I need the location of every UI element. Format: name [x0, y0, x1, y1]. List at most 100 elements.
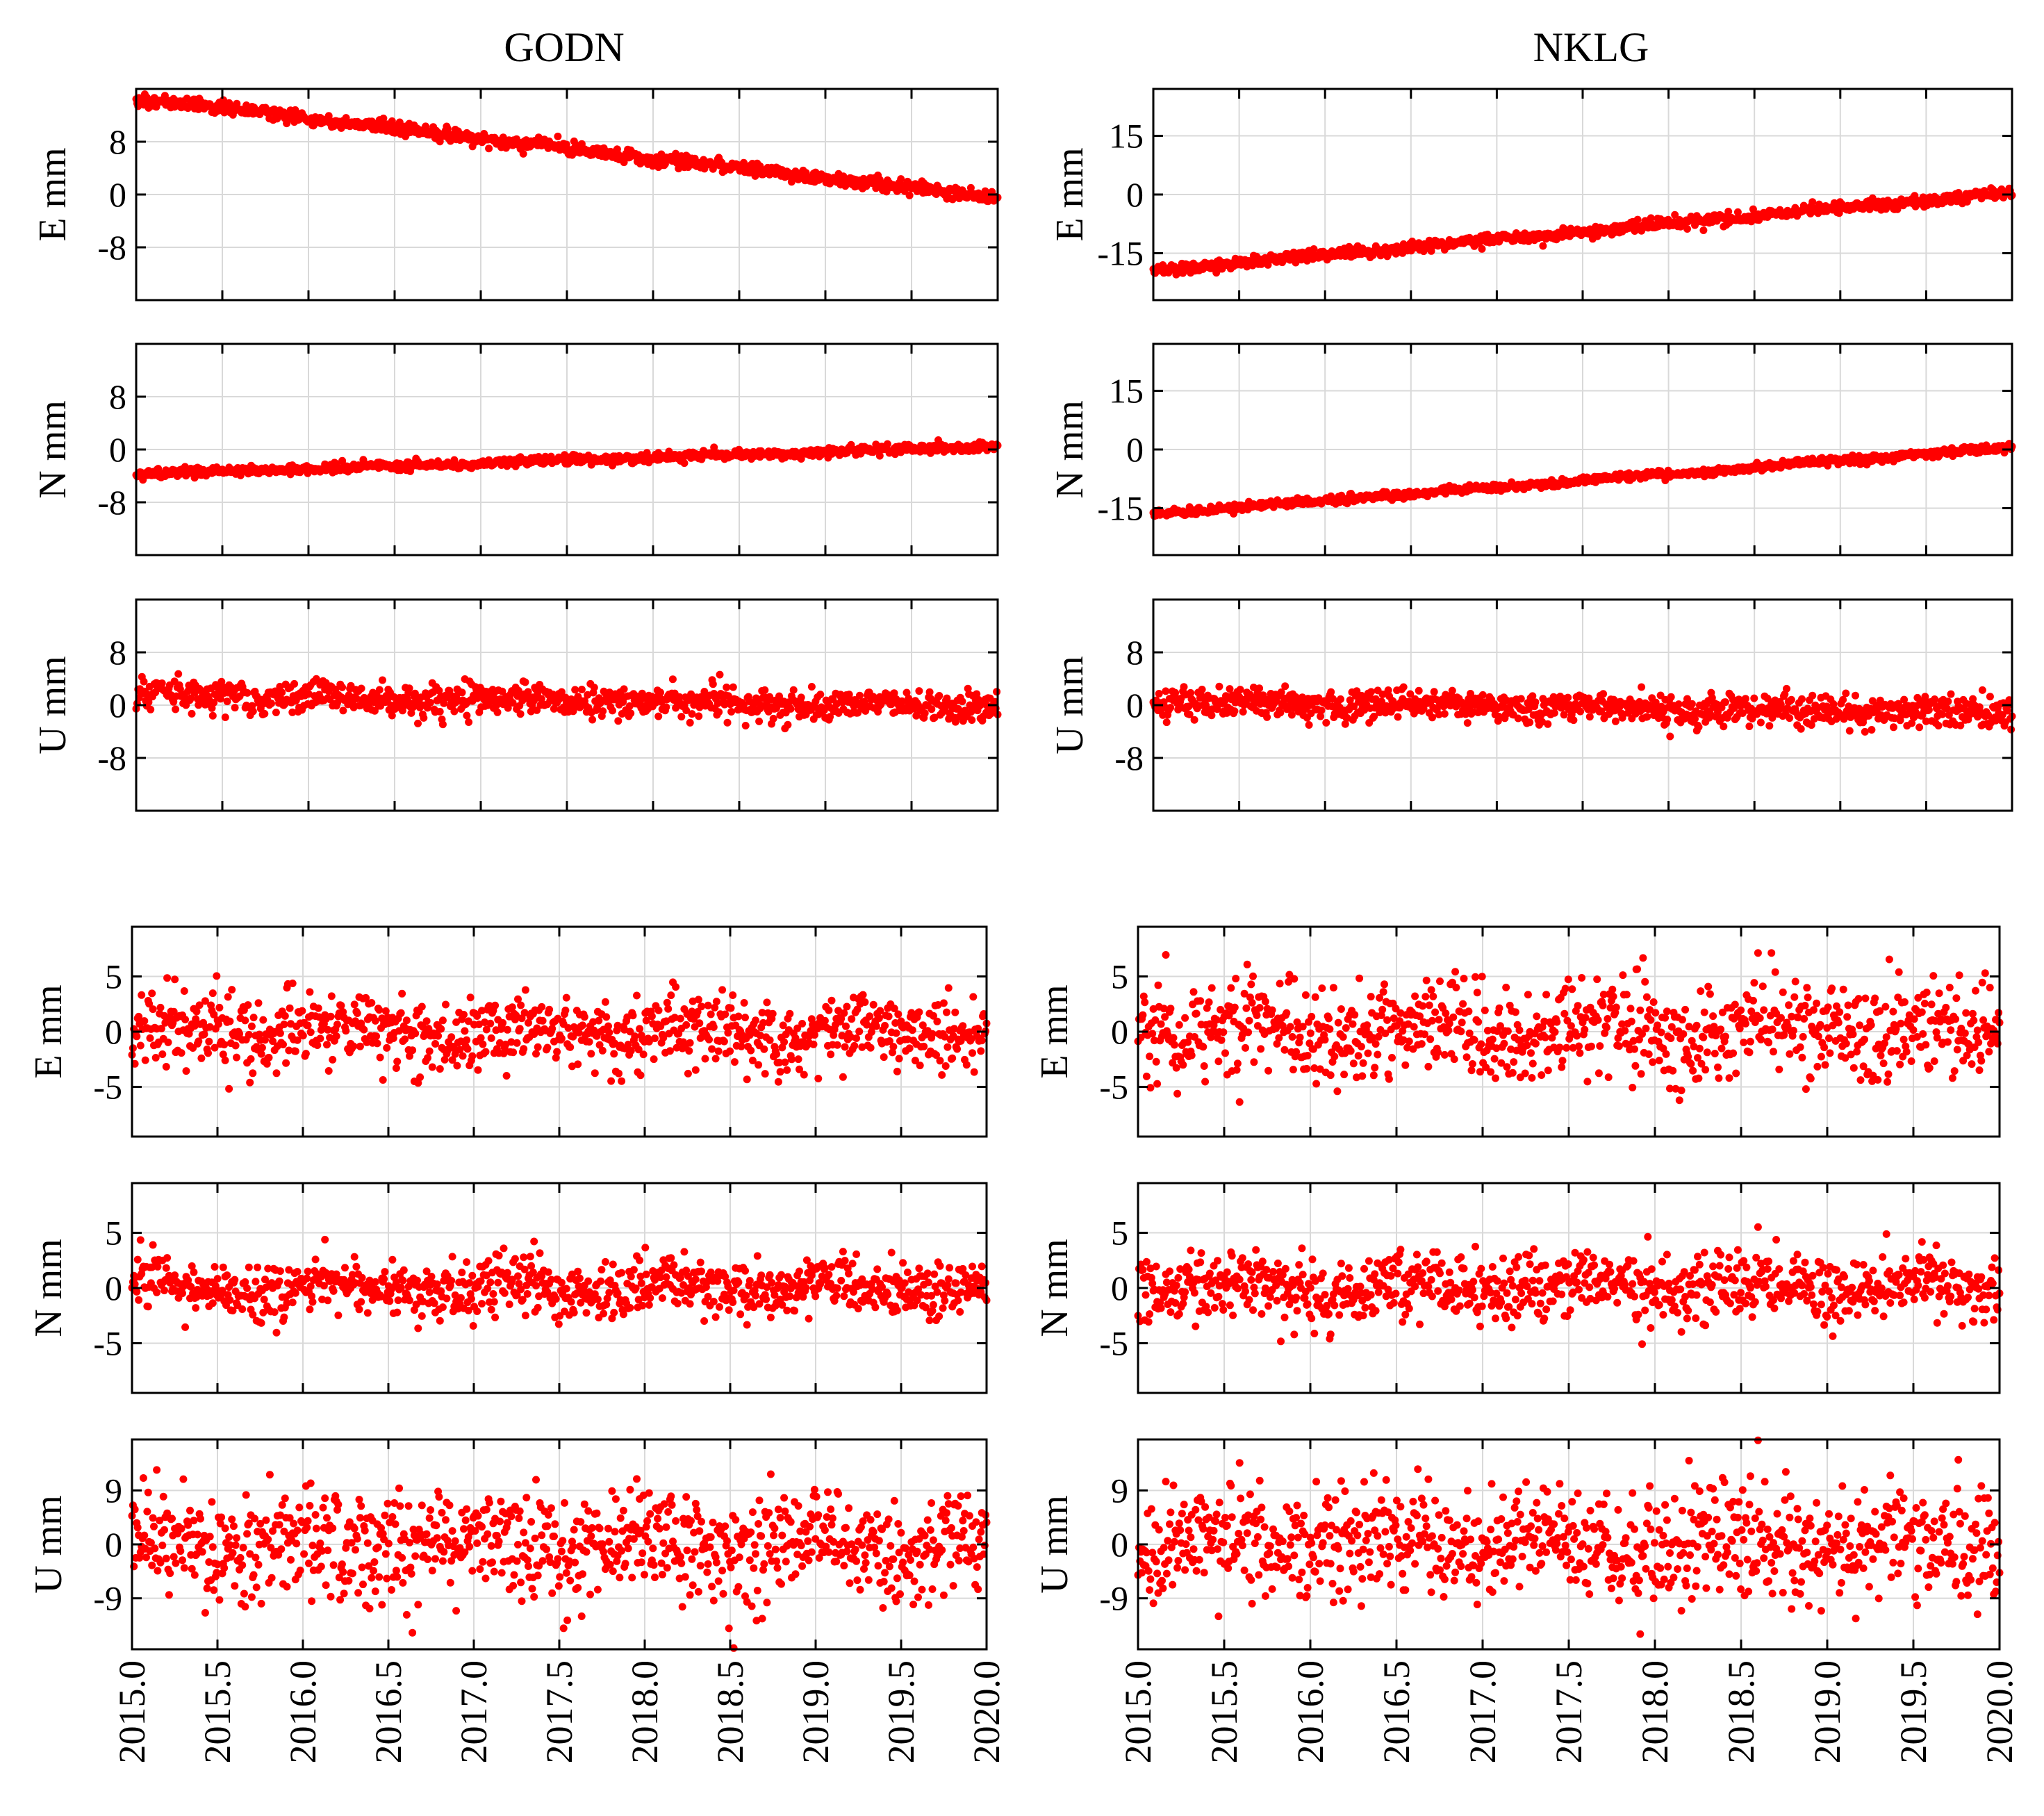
data-point — [769, 714, 777, 723]
data-point — [614, 717, 623, 725]
y-tick-label: -8 — [97, 738, 126, 777]
data-point — [357, 684, 365, 693]
panel-nklg-raw-e: 150-15E mm — [1048, 88, 2016, 302]
y-axis-label: U mm — [31, 656, 74, 754]
y-tick-label: 15 — [1109, 117, 1144, 156]
data-point — [609, 707, 616, 715]
data-point — [290, 679, 299, 688]
data-point — [883, 440, 891, 448]
data-point — [249, 707, 257, 716]
data-point — [715, 708, 723, 716]
y-tick-label: 0 — [109, 175, 126, 214]
data-point — [379, 676, 386, 684]
data-point — [405, 684, 413, 693]
data-point — [668, 675, 677, 684]
data-point — [554, 132, 562, 140]
data-point — [339, 707, 347, 715]
y-tick-label: 15 — [1109, 372, 1144, 411]
y-tick-label: 0 — [109, 430, 126, 469]
data-point — [729, 683, 737, 691]
data-point — [928, 705, 936, 713]
data-point — [172, 705, 180, 713]
data-point — [1699, 226, 1708, 234]
data-point — [443, 124, 452, 133]
panel-godn-raw-e: 8 0 -8 E mm — [31, 88, 1002, 302]
data-point — [710, 443, 718, 452]
data-point — [588, 716, 597, 724]
data-point — [1190, 716, 1198, 724]
data-point — [755, 717, 764, 725]
data-point — [1317, 707, 1326, 714]
data-point — [1478, 245, 1486, 253]
y-tick-label: -15 — [1097, 488, 1144, 527]
data-point — [338, 683, 347, 691]
data-point — [784, 720, 792, 729]
data-point — [1215, 682, 1223, 691]
data-point — [1198, 686, 1206, 693]
data-point — [723, 718, 732, 727]
data-point — [966, 183, 975, 192]
data-point — [1236, 686, 1244, 694]
data-point — [223, 697, 231, 706]
data-point — [375, 686, 384, 694]
data-point — [1287, 711, 1296, 719]
data-point — [672, 149, 680, 158]
data-point — [426, 698, 434, 707]
data-point — [208, 711, 217, 720]
data-point — [140, 677, 148, 686]
y-tick-label: -8 — [97, 228, 126, 267]
data-point — [1162, 718, 1171, 727]
y-axis-label: N mm — [1048, 400, 1091, 499]
data-point — [688, 710, 696, 718]
data-point — [485, 145, 493, 153]
data-point — [786, 704, 795, 713]
data-point — [723, 683, 731, 691]
data-point — [420, 713, 428, 722]
data-point — [921, 709, 929, 718]
data-points — [132, 670, 1002, 733]
y-axis-label: E mm — [31, 147, 74, 241]
data-point — [925, 688, 934, 696]
data-point — [1281, 682, 1289, 691]
data-point — [465, 718, 473, 726]
data-point — [1305, 721, 1313, 729]
data-point — [599, 707, 607, 716]
data-point — [1808, 198, 1817, 206]
data-point — [414, 719, 422, 727]
data-point — [571, 686, 579, 694]
y-tick-label: 8 — [109, 122, 126, 161]
data-point — [709, 680, 717, 688]
data-point — [727, 708, 736, 716]
data-point — [267, 700, 275, 707]
data-point — [797, 455, 805, 463]
data-point — [342, 114, 350, 122]
data-point — [1539, 242, 1547, 250]
data-point — [1230, 707, 1239, 716]
y-tick-label: 0 — [1126, 175, 1144, 214]
data-point — [278, 688, 286, 697]
column-title-nklg: NKLG — [1533, 24, 1649, 70]
data-point — [897, 175, 905, 183]
data-point — [875, 452, 884, 460]
data-point — [231, 704, 239, 712]
data-point — [463, 711, 471, 720]
data-point — [716, 670, 724, 679]
y-tick-label: -15 — [1097, 233, 1144, 272]
data-point — [243, 688, 252, 697]
data-point — [436, 707, 444, 716]
data-point — [1276, 709, 1285, 717]
data-point — [855, 691, 864, 700]
data-point — [516, 710, 525, 718]
data-point — [1633, 215, 1642, 224]
data-point — [519, 149, 527, 158]
data-point — [388, 711, 396, 720]
data-point — [935, 692, 943, 700]
data-point — [1180, 683, 1188, 691]
data-point — [915, 687, 923, 695]
data-point — [145, 698, 153, 707]
panel-nklg-raw-u: 80-8U mm — [1048, 598, 2016, 812]
data-point — [620, 685, 628, 693]
data-point — [816, 691, 825, 699]
y-tick-label: -8 — [97, 483, 126, 522]
